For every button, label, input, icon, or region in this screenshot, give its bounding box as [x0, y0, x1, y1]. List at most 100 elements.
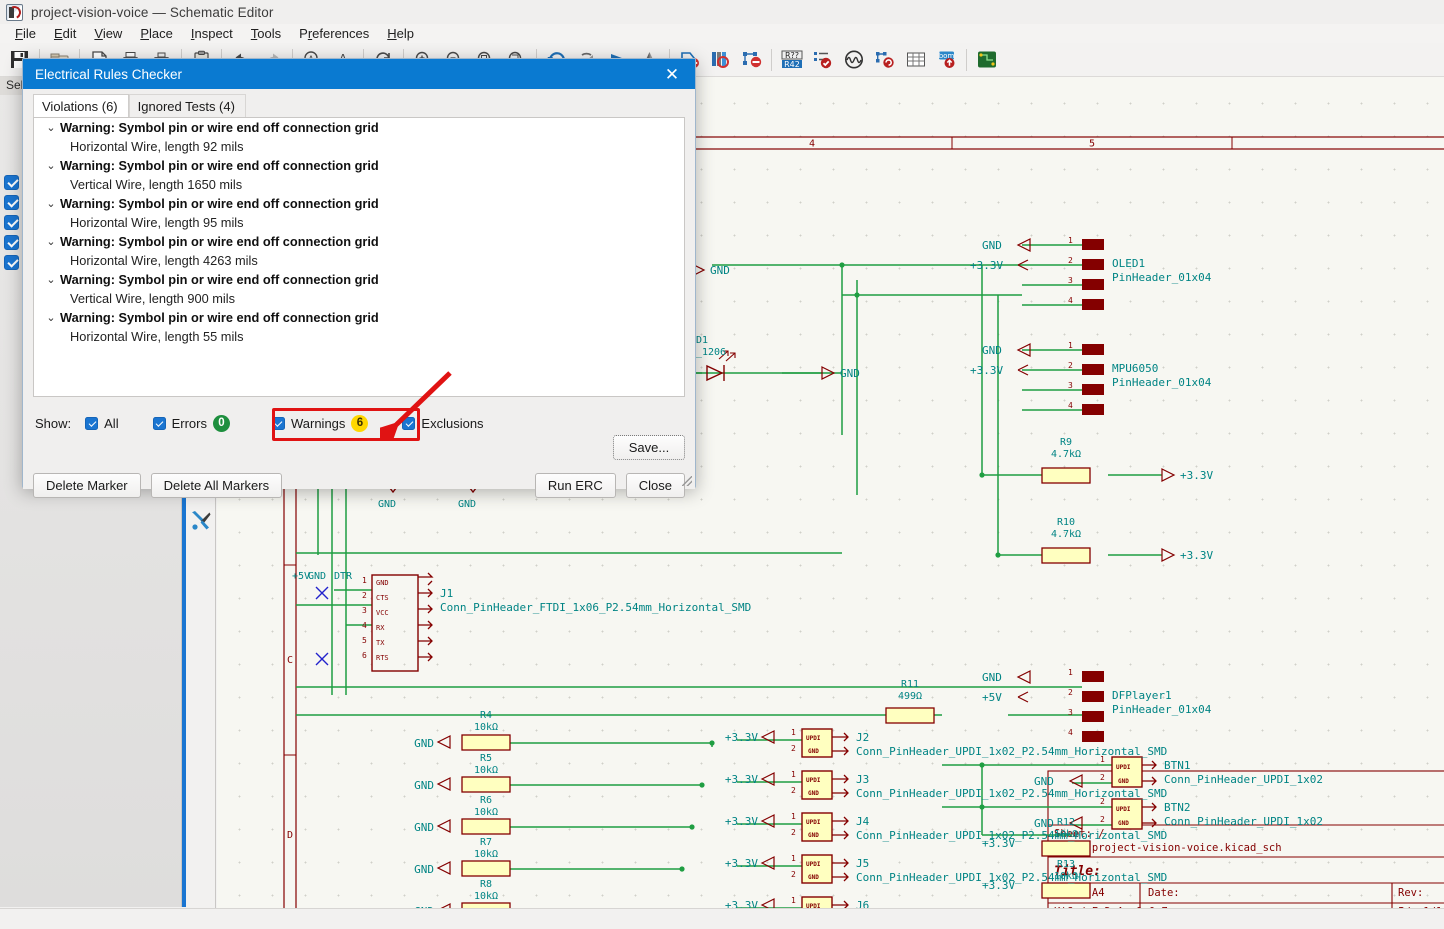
filter-errors-checkbox[interactable]: [152, 416, 166, 430]
filter-checkbox-4[interactable]: [4, 235, 19, 250]
chevron-down-icon[interactable]: ⌄: [46, 122, 56, 134]
tab-ignored-tests[interactable]: Ignored Tests (4): [128, 94, 246, 118]
annotate-icon[interactable]: R?? R42: [776, 45, 807, 75]
menu-preferences[interactable]: Preferences: [299, 26, 370, 41]
violation-row[interactable]: ⌄ Warning: Symbol pin or wire end off co…: [34, 156, 684, 176]
close-button[interactable]: Close: [625, 473, 685, 498]
svg-text:4: 4: [809, 139, 815, 150]
svg-text:+3.3V: +3.3V: [725, 815, 758, 828]
menu-tools[interactable]: Tools: [250, 26, 282, 41]
save-button[interactable]: Save...: [613, 435, 685, 460]
svg-text:4: 4: [1068, 296, 1073, 305]
violation-detail[interactable]: Horizontal Wire, length 95 mils: [70, 215, 244, 230]
svg-text:+5V: +5V: [982, 691, 1002, 704]
svg-text:J2: J2: [856, 731, 869, 744]
drc-list-icon[interactable]: [807, 45, 838, 75]
svg-text:1: 1: [1068, 341, 1073, 350]
menu-help[interactable]: Help: [387, 26, 415, 41]
svg-text:10kΩ: 10kΩ: [1054, 829, 1078, 840]
chevron-down-icon[interactable]: ⌄: [46, 312, 56, 324]
filter-checkbox-3[interactable]: [4, 215, 19, 230]
symbol-browser-icon[interactable]: [705, 45, 736, 75]
menu-inspect[interactable]: Inspect: [190, 26, 233, 41]
dialog-resize-grip[interactable]: [682, 476, 692, 486]
filter-warnings[interactable]: Warnings 6: [271, 414, 369, 432]
svg-text:R8: R8: [480, 879, 492, 890]
svg-text:Rev:: Rev:: [1398, 887, 1423, 899]
svg-text:D1: D1: [696, 335, 708, 346]
menu-file[interactable]: File: [15, 26, 36, 41]
svg-text:RTS: RTS: [376, 654, 389, 662]
show-label: Show:: [35, 415, 72, 431]
svg-text:2: 2: [1100, 815, 1105, 824]
svg-text:1: 1: [791, 854, 796, 863]
delete-all-markers-button[interactable]: Delete All Markers: [150, 473, 283, 498]
filter-warnings-checkbox[interactable]: [271, 416, 285, 430]
tab-violations[interactable]: Violations (6): [33, 94, 129, 118]
violation-row[interactable]: ⌄ Warning: Symbol pin or wire end off co…: [34, 232, 684, 252]
svg-text:OLED1: OLED1: [1112, 257, 1145, 270]
menu-view[interactable]: View: [94, 26, 123, 41]
filter-all-checkbox[interactable]: [85, 416, 99, 430]
footprint-assign-icon[interactable]: [736, 45, 767, 75]
bom-export-icon[interactable]: bom: [931, 45, 962, 75]
violation-row[interactable]: ⌄ Warning: Symbol pin or wire end off co…: [34, 194, 684, 214]
svg-text:1: 1: [362, 576, 367, 585]
svg-text:GND: GND: [378, 499, 396, 510]
chevron-down-icon[interactable]: ⌄: [46, 274, 56, 286]
violation-detail[interactable]: Vertical Wire, length 900 mils: [70, 291, 236, 306]
bom-table-icon[interactable]: [900, 45, 931, 75]
violation-row[interactable]: ⌄ Warning: Symbol pin or wire end off co…: [34, 118, 684, 138]
violation-detail[interactable]: Horizontal Wire, length 55 mils: [70, 329, 244, 344]
violations-list[interactable]: ⌄ Warning: Symbol pin or wire end off co…: [33, 117, 685, 397]
svg-text:R11: R11: [901, 679, 919, 690]
chevron-down-icon[interactable]: ⌄: [46, 236, 56, 248]
svg-text:R12: R12: [1057, 817, 1075, 828]
tools-icon[interactable]: [186, 505, 216, 535]
svg-text:Conn_PinHeader_UPDI_1x02_P2.54: Conn_PinHeader_UPDI_1x02_P2.54mm_Horizon…: [856, 829, 1167, 842]
filter-exclusions-checkbox[interactable]: [402, 416, 416, 430]
violation-detail[interactable]: Horizontal Wire, length 4263 mils: [70, 253, 258, 268]
filter-all[interactable]: All: [85, 416, 119, 431]
violation-detail[interactable]: Vertical Wire, length 1650 mils: [70, 177, 243, 192]
svg-text:MPU6050: MPU6050: [1112, 362, 1158, 375]
svg-text:GND: GND: [840, 367, 860, 380]
svg-text:BTN2: BTN2: [1164, 801, 1191, 814]
svg-text:2: 2: [1068, 256, 1073, 265]
svg-text:6: 6: [362, 651, 367, 660]
svg-text:GND: GND: [414, 821, 434, 834]
svg-text:2: 2: [1068, 688, 1073, 697]
run-erc-button[interactable]: Run ERC: [534, 473, 616, 498]
svg-text:VCC: VCC: [376, 609, 389, 617]
menu-place[interactable]: Place: [140, 26, 173, 41]
violation-row[interactable]: ⌄ Warning: Symbol pin or wire end off co…: [34, 308, 684, 328]
svg-text:GND: GND: [808, 790, 819, 797]
filter-checkbox-1[interactable]: [4, 175, 19, 190]
filter-checkbox-2[interactable]: [4, 195, 19, 210]
simulator-icon[interactable]: [838, 45, 869, 75]
violation-detail[interactable]: Horizontal Wire, length 92 mils: [70, 139, 244, 154]
menu-edit[interactable]: Edit: [53, 26, 77, 41]
violation-title: Warning: Symbol pin or wire end off conn…: [60, 120, 379, 135]
errors-count-badge: 0: [212, 414, 230, 432]
netlist-icon[interactable]: [869, 45, 900, 75]
svg-text:+3.3V: +3.3V: [1180, 469, 1213, 482]
pcb-editor-icon[interactable]: [971, 45, 1002, 75]
svg-text:J3: J3: [856, 773, 869, 786]
filter-checkbox-5[interactable]: [4, 255, 19, 270]
svg-text:3: 3: [1068, 708, 1073, 717]
svg-text:2: 2: [362, 591, 367, 600]
delete-marker-button[interactable]: Delete Marker: [33, 473, 141, 498]
erc-dialog[interactable]: Electrical Rules Checker ✕ Violations (6…: [22, 58, 696, 498]
svg-text:D: D: [287, 830, 293, 841]
filter-exclusions[interactable]: Exclusions: [402, 416, 484, 431]
chevron-down-icon[interactable]: ⌄: [46, 160, 56, 172]
chevron-down-icon[interactable]: ⌄: [46, 198, 56, 210]
violation-row[interactable]: ⌄ Warning: Symbol pin or wire end off co…: [34, 270, 684, 290]
svg-text:2: 2: [791, 744, 796, 753]
filter-errors[interactable]: Errors 0: [152, 414, 230, 432]
svg-text:1: 1: [791, 728, 796, 737]
svg-text:10kΩ: 10kΩ: [474, 849, 498, 860]
svg-text:Conn_PinHeader_UPDI_1x02_P2.54: Conn_PinHeader_UPDI_1x02_P2.54mm_Horizon…: [856, 871, 1167, 884]
close-icon[interactable]: ✕: [664, 64, 680, 84]
